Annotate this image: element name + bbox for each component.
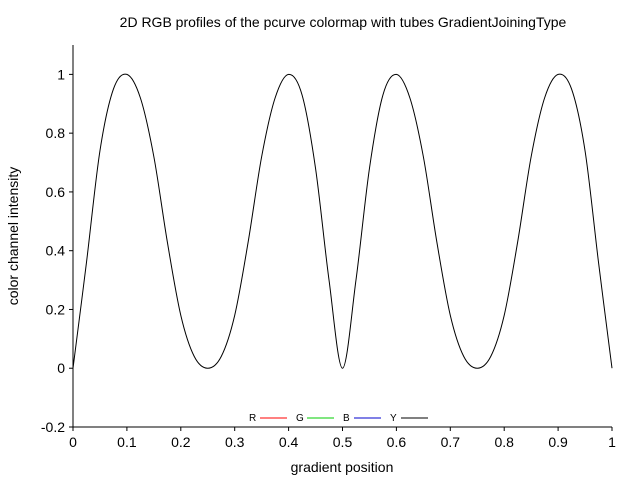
x-tick-label: 0.2 [171, 434, 191, 450]
legend-label-y: Y [390, 413, 397, 424]
x-tick-label: 0.5 [333, 434, 353, 450]
x-tick-label: 0.7 [441, 434, 461, 450]
y-tick-label: 1 [57, 66, 65, 82]
x-tick-label: 0.4 [279, 434, 299, 450]
y-tick-label: 0.6 [46, 184, 66, 200]
series-line-y [72, 73, 613, 369]
x-axis-label: gradient position [291, 459, 394, 475]
y-axis-label: color channel intensity [5, 167, 21, 306]
legend-label-b: B [343, 413, 350, 424]
legend-label-g: G [296, 413, 304, 424]
x-tick-label: 0.8 [494, 434, 514, 450]
x-tick-label: 1 [608, 434, 616, 450]
x-tick-label: 0.1 [117, 434, 137, 450]
x-tick-label: 0.6 [387, 434, 407, 450]
x-tick-label: 0.3 [225, 434, 245, 450]
y-tick-label: 0 [57, 360, 65, 376]
plot-area: 0 0.1 0.2 0.3 0.4 0.5 0.6 0.7 0.8 0.9 1-0.200.20.4… [41, 45, 616, 450]
legend-label-r: R [249, 413, 256, 424]
x-tick-label: 0 [69, 434, 77, 450]
y-tick-label: -0.2 [41, 419, 65, 435]
y-tick-label: 0.2 [46, 301, 66, 317]
chart-title: 2D RGB profiles of the pcurve colormap w… [120, 14, 567, 30]
x-tick-label: 0.9 [548, 434, 568, 450]
y-tick-label: 0.4 [46, 243, 66, 259]
y-tick-label: 0.8 [46, 125, 66, 141]
